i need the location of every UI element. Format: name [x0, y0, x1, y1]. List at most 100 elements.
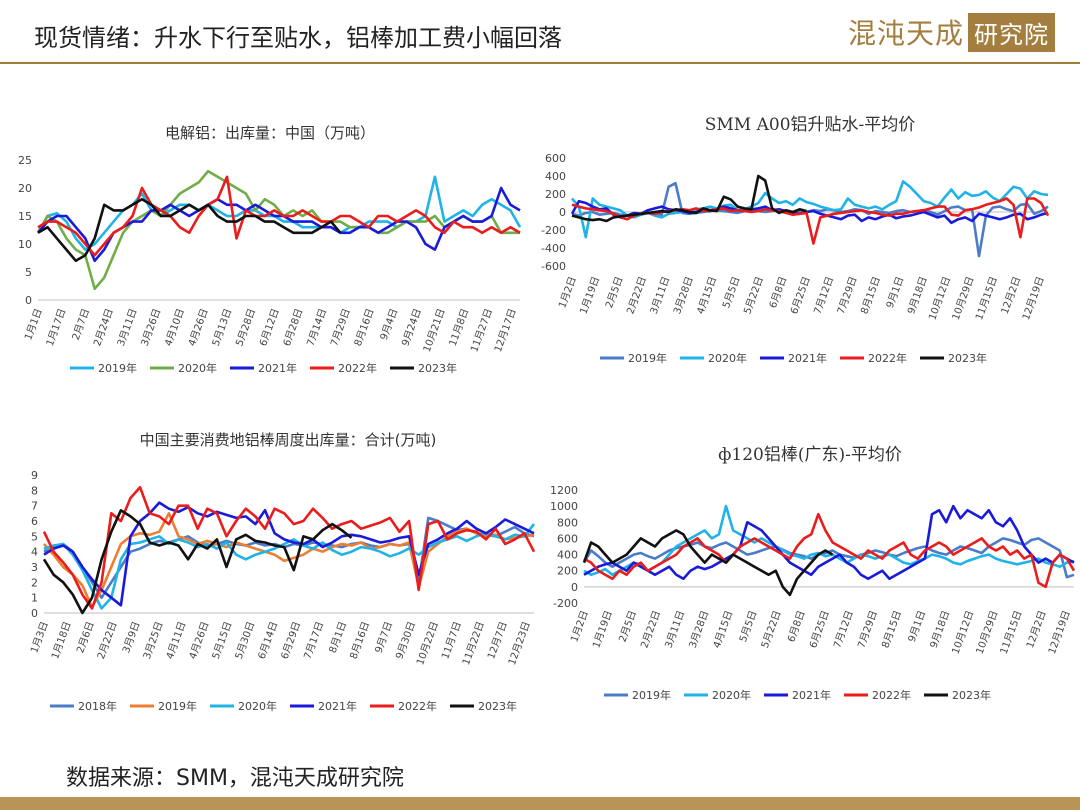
y-tick-label: 9	[31, 469, 38, 482]
x-tick-label: 4月26日	[186, 307, 211, 348]
x-tick-label: 3月28日	[687, 609, 712, 650]
series-line-2023年	[571, 174, 807, 223]
x-tick-label: 6月29日	[279, 620, 304, 661]
y-tick-label: 800	[557, 516, 578, 529]
x-tick-label: 9月18日	[928, 609, 953, 650]
x-tick-label: 7月29日	[855, 609, 880, 650]
x-tick-label: 11月27日	[468, 307, 495, 354]
legend-label: 2022年	[338, 361, 377, 375]
x-tick-label: 2月5日	[603, 275, 625, 310]
x-tick-label: 10月29日	[950, 275, 977, 322]
x-tick-label: 7月12日	[812, 275, 837, 316]
x-tick-label: 4月10日	[162, 307, 187, 348]
series-line-2022年	[37, 175, 521, 257]
x-tick-label: 5月22日	[741, 275, 766, 316]
x-tick-label: 1月3日	[28, 620, 50, 655]
x-tick-label: 8月16日	[352, 307, 377, 348]
x-tick-label: 3月25日	[141, 620, 166, 661]
x-tick-label: 11月7日	[439, 620, 464, 661]
x-tick-label: 12月2日	[999, 275, 1024, 316]
y-tick-label: 8	[31, 484, 38, 497]
y-tick-label: 7	[31, 500, 38, 513]
chart-title: 中国主要消费地铝棒周度出库量：合计(万吨)	[140, 431, 437, 449]
x-tick-label: 2月22日	[638, 609, 663, 650]
x-tick-label: 6月25日	[788, 275, 813, 316]
x-tick-label: 11月15日	[973, 275, 1000, 322]
page-title: 现货情绪：升水下行至贴水，铝棒加工费小幅回落	[34, 24, 562, 52]
chart-smm-a00-premium: SMM A00铝升贴水-平均价 -600 -400 -200 0 200 400 600 1月2…	[541, 115, 1050, 365]
series-line-2022年	[42, 485, 536, 610]
series-line-2023年	[582, 529, 834, 597]
y-tick-label: 4	[31, 546, 38, 559]
x-tick-label: 5月15日	[210, 620, 235, 661]
x-tick-label: 2月5日	[617, 609, 639, 644]
y-tick-label: 400	[557, 549, 578, 562]
series-line-2020年	[36, 169, 520, 291]
chart-aluminum-outbound-china: 电解铝：出库量：中国（万吨） 0 5 10 15 20 25 1月1日 1月17日 2月7日 2月2…	[18, 124, 522, 375]
x-tick-label: 9月24日	[399, 307, 424, 348]
legend-label: 2022年	[868, 351, 907, 365]
y-tick-label: 15	[18, 210, 32, 223]
legend-label: 2023年	[952, 688, 991, 702]
legend-label: 2019年	[98, 361, 137, 375]
y-tick-label: 1	[31, 592, 38, 605]
y-tick-label: 600	[545, 152, 566, 165]
legend-label: 2020年	[712, 688, 751, 702]
series-line-2021年	[570, 199, 1049, 225]
legend-label: 2020年	[708, 351, 747, 365]
x-tick-label: 4月26日	[187, 620, 212, 661]
x-tick-label: 3月28日	[671, 275, 696, 316]
series-line-2021年	[43, 501, 535, 607]
chart-title: ф120铝棒(广东)-平均价	[718, 445, 902, 465]
y-tick-label: 5	[25, 266, 32, 279]
x-tick-label: 9月18日	[905, 275, 930, 316]
series-line-2020年	[583, 504, 1075, 577]
legend-label: 2021年	[792, 688, 831, 702]
x-tick-label: 5月22日	[759, 609, 784, 650]
x-tick-label: 8月16日	[348, 620, 373, 661]
y-tick-label: 600	[557, 532, 578, 545]
x-tick-label: 12月7日	[485, 620, 510, 661]
legend-label: 2022年	[398, 699, 437, 713]
logo-text-main: 混沌天成	[848, 17, 965, 50]
x-tick-label: 5月13日	[210, 307, 235, 348]
x-tick-label: 1月2日	[568, 609, 590, 644]
y-tick-label: 2	[31, 576, 38, 589]
legend-label: 2019年	[158, 699, 197, 713]
x-tick-label: 10月12日	[926, 275, 953, 322]
x-tick-label: 12月19日	[1046, 609, 1073, 656]
legend-label: 2023年	[948, 351, 987, 365]
series-line-2023年	[37, 197, 342, 263]
x-tick-label: 10月29日	[974, 609, 1001, 656]
x-tick-label: 11月15日	[998, 609, 1025, 656]
x-tick-label: 8月1日	[327, 620, 349, 655]
y-tick-label: 10	[18, 238, 32, 251]
x-tick-label: 3月11日	[115, 307, 140, 348]
legend-label: 2021年	[258, 361, 297, 375]
x-tick-label: 7月17日	[302, 620, 327, 661]
x-tick-label: 4月15日	[711, 609, 736, 650]
x-tick-label: 4月11日	[164, 620, 189, 661]
x-tick-label: 6月14日	[256, 620, 281, 661]
y-tick-label: 1000	[550, 500, 578, 513]
x-tick-label: 10月12日	[950, 609, 977, 656]
x-tick-label: 3月26日	[139, 307, 164, 348]
x-tick-label: 11月22日	[460, 620, 487, 667]
x-tick-label: 6月8日	[785, 609, 807, 644]
x-tick-label: 8月15日	[879, 609, 904, 650]
x-tick-label: 3月9日	[120, 620, 142, 655]
y-tick-label: -200	[541, 224, 566, 237]
x-tick-label: 7月29日	[835, 275, 860, 316]
x-tick-label: 3月11日	[663, 609, 688, 650]
x-tick-label: 12月19日	[1020, 275, 1047, 322]
y-tick-label: 3	[31, 561, 38, 574]
series-line-2023年	[42, 509, 353, 615]
series-line-2020年	[43, 523, 536, 610]
y-tick-label: 25	[18, 154, 32, 167]
x-tick-label: 12月23日	[506, 620, 533, 667]
legend-label: 2022年	[872, 688, 911, 702]
legend-label: 2021年	[788, 351, 827, 365]
y-tick-label: 0	[31, 607, 38, 620]
x-tick-label: 3月11日	[648, 275, 673, 316]
header-divider	[0, 62, 1080, 64]
